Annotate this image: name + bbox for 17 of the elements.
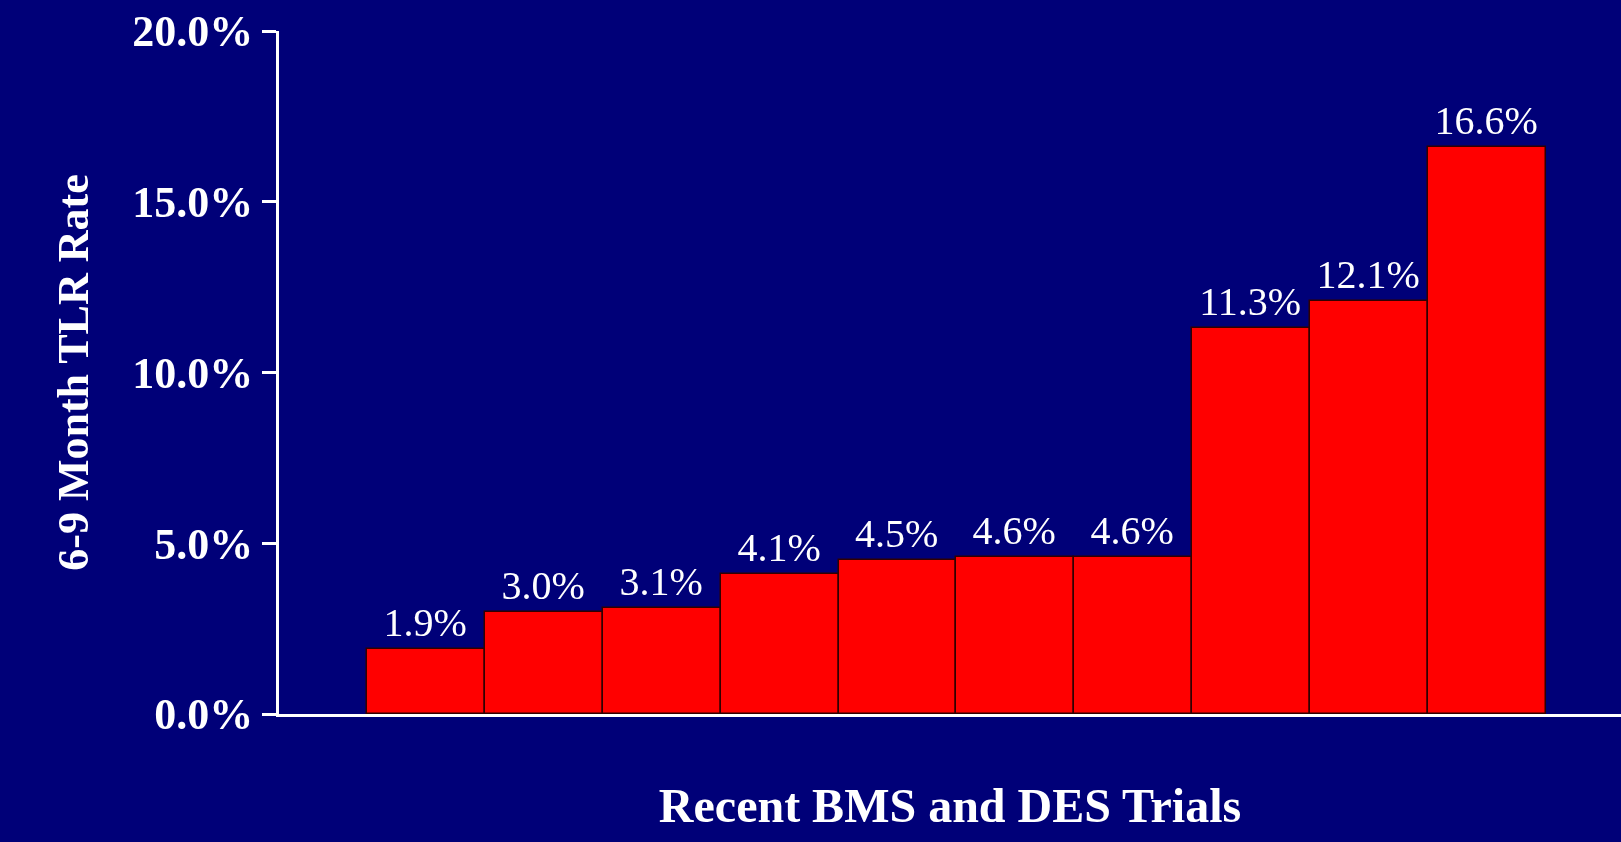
- data-label: 11.3%: [1199, 279, 1302, 325]
- y-tick-label: 5.0%: [154, 519, 254, 569]
- x-axis-title: Recent BMS and DES Trials: [658, 778, 1242, 832]
- data-label: 4.6%: [972, 508, 1056, 554]
- y-tick-label: 15.0%: [132, 178, 254, 228]
- data-label: 12.1%: [1316, 252, 1420, 298]
- y-tick-label: 10.0%: [132, 348, 254, 398]
- y-tick-label: 20.0%: [132, 7, 254, 57]
- data-label: 16.6%: [1434, 98, 1538, 144]
- data-label: 1.9%: [383, 600, 467, 646]
- data-label: 3.1%: [619, 559, 703, 605]
- data-label: 4.6%: [1090, 508, 1174, 554]
- data-label: 4.1%: [737, 525, 821, 571]
- y-axis-title: 6-9 Month TLR Rate: [49, 174, 99, 571]
- data-label: 4.5%: [855, 511, 939, 557]
- y-tick-label: 0.0%: [154, 690, 254, 740]
- data-label: 3.0%: [501, 563, 585, 609]
